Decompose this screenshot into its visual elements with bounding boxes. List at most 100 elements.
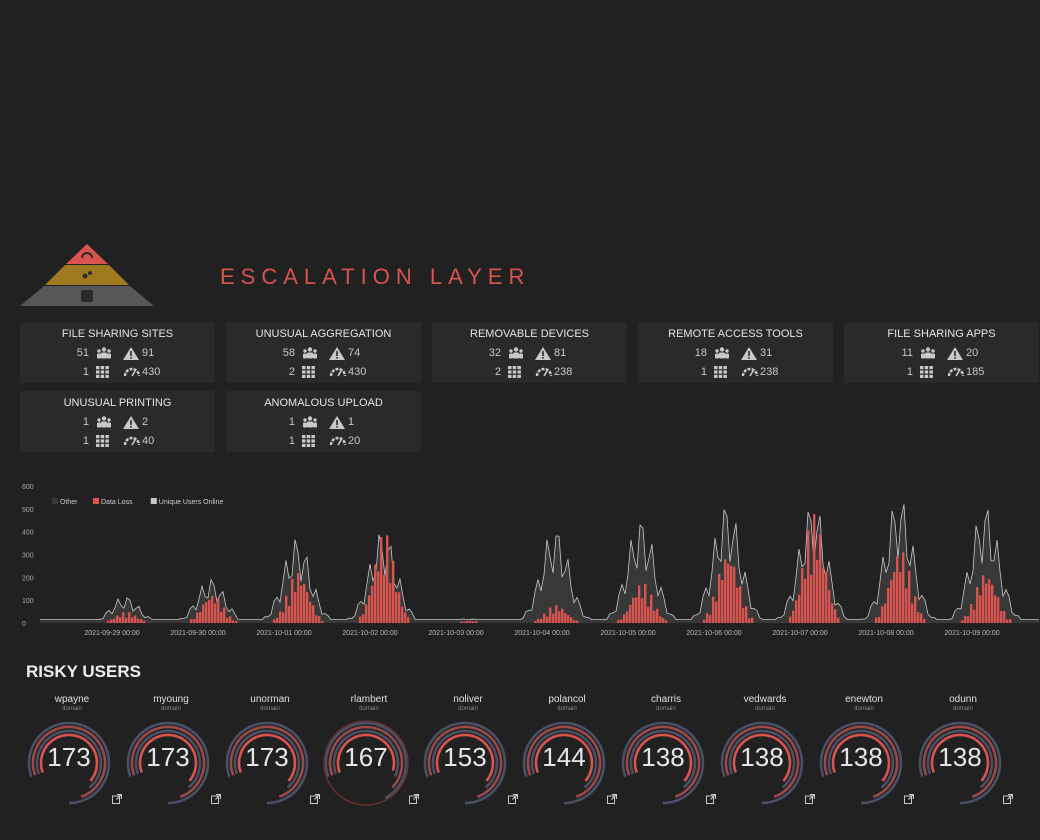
- risky-user-card[interactable]: wpayne domain 173: [26, 694, 122, 806]
- data-loss-bar: [638, 585, 641, 623]
- user-risk-score: 173: [245, 742, 289, 772]
- data-loss-bar: [715, 601, 718, 623]
- risky-user-card[interactable]: odunn domain 138: [917, 694, 1013, 806]
- data-loss-bar: [309, 601, 312, 623]
- y-tick-label: 400: [22, 530, 34, 537]
- data-loss-bar: [312, 605, 315, 623]
- data-loss-bar: [656, 608, 659, 623]
- external-link-icon[interactable]: [112, 794, 122, 804]
- data-loss-bar: [991, 584, 994, 623]
- data-loss-bar: [964, 616, 967, 623]
- x-tick-label: 2021-09-29 00:00: [84, 630, 139, 637]
- grid-icon: [302, 435, 315, 450]
- data-loss-bar: [131, 617, 134, 623]
- data-loss-bar: [970, 604, 973, 623]
- escalation-card[interactable]: FILE SHARING APPS 11 20 1 185: [844, 322, 1039, 383]
- y-tick-label: 300: [22, 553, 34, 560]
- card-title: UNUSUAL PRINTING: [63, 397, 172, 409]
- legend-label[interactable]: Data Loss: [101, 499, 133, 506]
- data-loss-bar: [294, 592, 297, 623]
- user-domain: domain: [62, 706, 82, 712]
- external-link-icon[interactable]: [409, 794, 419, 804]
- unique-users-line: [40, 504, 1039, 621]
- user-name: myoung: [153, 694, 189, 705]
- data-loss-bar: [798, 594, 801, 623]
- x-tick-label: 2021-10-08 00:00: [858, 630, 913, 637]
- users-icon: [302, 416, 318, 431]
- external-link-icon[interactable]: [904, 794, 914, 804]
- risk-gauge: [126, 721, 210, 805]
- risky-user-card[interactable]: vedwards domain 138: [719, 694, 815, 806]
- apps-count: 1: [82, 435, 89, 447]
- data-loss-bar: [279, 611, 282, 623]
- alerts-count: 81: [554, 347, 567, 359]
- y-tick-label: 200: [22, 575, 34, 582]
- data-loss-bar: [297, 573, 300, 623]
- risky-user-card[interactable]: rlambert domain 167: [323, 694, 419, 806]
- user-name: charris: [650, 694, 681, 705]
- data-loss-bar: [982, 575, 985, 623]
- data-loss-bar: [386, 535, 389, 623]
- data-loss-bar: [134, 615, 137, 623]
- risky-user-card[interactable]: polancol domain 144: [521, 694, 617, 806]
- risk-score: 238: [554, 366, 573, 378]
- data-loss-bar: [119, 617, 122, 623]
- user-risk-score: 144: [542, 742, 586, 772]
- data-loss-bar: [804, 578, 807, 623]
- external-link-icon[interactable]: [805, 794, 815, 804]
- risky-user-card[interactable]: enewton domain 138: [818, 694, 914, 806]
- data-loss-bar: [576, 620, 579, 623]
- risky-user-card[interactable]: myoung domain 173: [125, 694, 221, 806]
- user-name: enewton: [845, 694, 883, 705]
- data-loss-bar: [404, 612, 407, 623]
- escalation-card[interactable]: ANOMALOUS UPLOAD 1 1 1 20: [226, 391, 421, 452]
- escalation-card[interactable]: REMOVABLE DEVICES 32 81 2 238: [432, 322, 627, 383]
- x-tick-label: 2021-10-01 00:00: [256, 630, 311, 637]
- data-loss-bar: [884, 603, 887, 623]
- external-link-icon[interactable]: [508, 794, 518, 804]
- risk-gauge: [819, 721, 903, 805]
- escalation-card[interactable]: UNUSUAL AGGREGATION 58 74 2 430: [226, 322, 421, 383]
- legend-label[interactable]: Unique Users Online: [159, 499, 224, 506]
- users-count: 1: [288, 416, 295, 428]
- external-link-icon[interactable]: [1003, 794, 1013, 804]
- risky-user-card[interactable]: charris domain 138: [620, 694, 716, 806]
- external-link-icon[interactable]: [706, 794, 716, 804]
- data-loss-bar: [718, 573, 721, 623]
- escalation-card[interactable]: REMOTE ACCESS TOOLS 18 31 1 238: [638, 322, 833, 383]
- data-loss-bar: [208, 600, 211, 623]
- data-loss-bar: [626, 611, 629, 623]
- external-link-icon[interactable]: [310, 794, 320, 804]
- data-loss-bar: [211, 595, 214, 623]
- escalation-card[interactable]: UNUSUAL PRINTING 1 2 1 40: [20, 391, 215, 452]
- data-loss-bar: [831, 603, 834, 623]
- risky-user-card[interactable]: noliver domain 153: [422, 694, 518, 806]
- external-link-icon[interactable]: [607, 794, 617, 804]
- risk-gauge: [720, 721, 804, 805]
- data-loss-bar: [730, 565, 733, 623]
- y-tick-label: 0: [22, 621, 26, 628]
- external-link-icon[interactable]: [211, 794, 221, 804]
- data-loss-bar: [291, 578, 294, 623]
- data-loss-bar: [196, 612, 199, 623]
- data-loss-bar: [401, 606, 404, 623]
- data-loss-bar: [896, 556, 899, 623]
- data-loss-bar: [979, 595, 982, 623]
- data-loss-bar: [570, 617, 573, 623]
- user-domain: domain: [656, 706, 676, 712]
- data-loss-bar: [1003, 611, 1006, 623]
- data-loss-bar: [552, 613, 555, 623]
- data-loss-bar: [822, 567, 825, 623]
- data-loss-bar: [371, 585, 374, 623]
- legend-swatch: [150, 498, 157, 504]
- data-loss-bar: [110, 619, 113, 623]
- data-loss-bar: [466, 621, 469, 623]
- data-loss-bar: [273, 619, 276, 623]
- user-risk-score: 138: [641, 742, 685, 772]
- legend-label[interactable]: Other: [60, 499, 78, 506]
- data-loss-bar: [807, 530, 810, 623]
- risky-user-card[interactable]: unorman domain 173: [224, 694, 320, 806]
- escalation-card[interactable]: FILE SHARING SITES 51 91 1 430: [20, 322, 215, 383]
- data-loss-bar: [967, 616, 970, 623]
- user-name: odunn: [949, 694, 977, 705]
